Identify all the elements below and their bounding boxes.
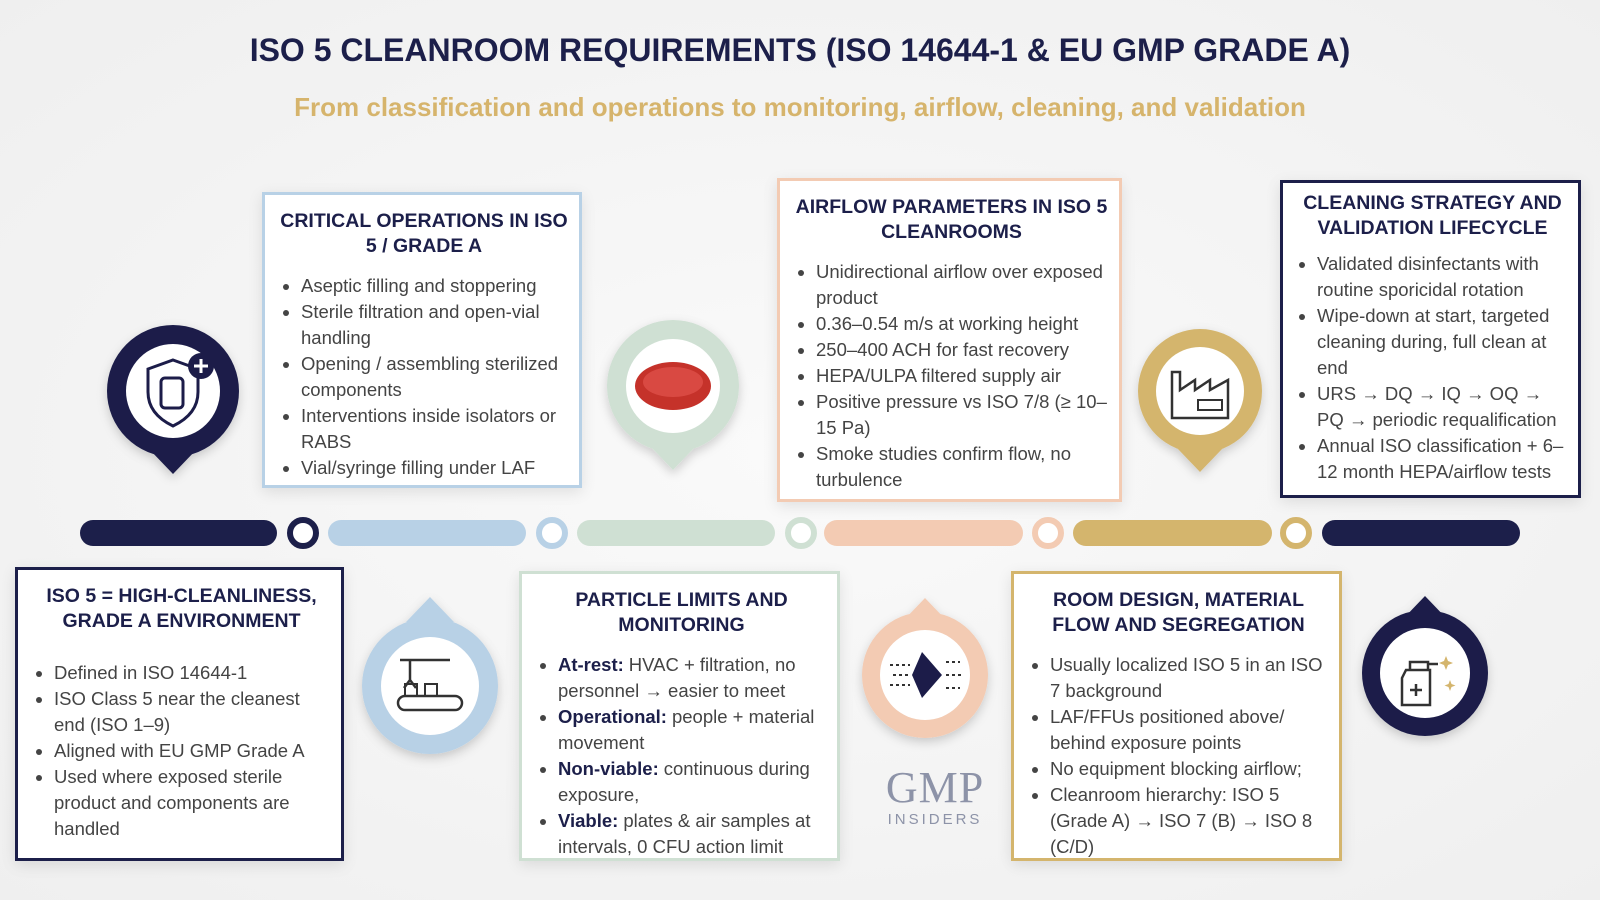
list-item: Sterile filtration and open-vial handlin…	[301, 299, 569, 351]
timeline-segment	[1073, 520, 1272, 546]
item-text: plates & air samples at intervals, 0 CFU…	[558, 810, 811, 857]
timeline-node	[287, 517, 319, 549]
card-title: PARTICLE LIMITS AND MONITORING	[575, 589, 788, 636]
card-title: CLEANING STRATEGY AND VALIDATION LIFECYC…	[1303, 192, 1562, 239]
pin-icon-spray	[1362, 596, 1488, 736]
card-list: Aseptic filling and stopperingSterile fi…	[279, 273, 569, 481]
list-item: Non-viable:continuous during exposure,	[558, 756, 827, 808]
logo-tagline: INSIDERS	[887, 811, 983, 828]
list-item: No equipment blocking airflow;	[1050, 756, 1329, 782]
list-item: Aseptic filling and stoppering	[301, 273, 569, 299]
pin-icon-factory	[1138, 329, 1262, 472]
list-item: Annual ISO classification + 6–12 month H…	[1317, 433, 1570, 485]
list-item: ISO Class 5 near the cleanest end (ISO 1…	[54, 686, 331, 738]
card-list: Usually localized ISO 5 in an ISO 7 back…	[1028, 652, 1329, 860]
info-card: ISO 5 = HIGH-CLEANLINESS, GRADE A ENVIRO…	[15, 567, 344, 861]
list-item: Interventions inside isolators or RABS	[301, 403, 569, 455]
timeline-node	[1032, 517, 1064, 549]
item-text: HVAC + filtration, no personnel → easier…	[558, 654, 796, 701]
item-lead: Viable:	[558, 810, 619, 831]
timeline-segment	[328, 520, 526, 546]
list-item: Smoke studies confirm flow, no turbulenc…	[816, 441, 1109, 493]
timeline-segment	[577, 520, 775, 546]
card-list: Validated disinfectants with routine spo…	[1295, 251, 1570, 485]
list-item: At-rest:HVAC + filtration, no personnel …	[558, 652, 827, 704]
list-item: Viable:plates & air samples at intervals…	[558, 808, 827, 860]
card-list: At-rest:HVAC + filtration, no personnel …	[536, 652, 827, 860]
pin-icon-shield	[107, 325, 239, 474]
info-card: CLEANING STRATEGY AND VALIDATION LIFECYC…	[1280, 180, 1581, 498]
list-item: Validated disinfectants with routine spo…	[1317, 251, 1570, 303]
info-card: PARTICLE LIMITS AND MONITORING At-rest:HV…	[519, 571, 840, 861]
timeline-segment	[824, 520, 1023, 546]
card-list: Defined in ISO 14644-1ISO Class 5 near t…	[32, 660, 331, 842]
item-lead: At-rest:	[558, 654, 624, 675]
timeline-node	[536, 517, 568, 549]
list-item: Unidirectional airflow over exposed prod…	[816, 259, 1109, 311]
pin-icon-robot	[362, 597, 498, 754]
card-title: AIRFLOW PARAMETERS IN ISO 5 CLEANROOMS	[795, 196, 1108, 243]
list-item: Wipe-down at start, targeted cleaning du…	[1317, 303, 1570, 381]
item-lead: Non-viable:	[558, 758, 659, 779]
pin-icon-filter	[862, 598, 988, 738]
page-title: ISO 5 CLEANROOM REQUIREMENTS (ISO 14644-…	[249, 32, 1351, 68]
list-item: Used where exposed sterile product and c…	[54, 764, 331, 842]
logo-name: GMP	[885, 763, 985, 812]
item-text: continuous during exposure,	[558, 758, 810, 805]
list-item: Usually localized ISO 5 in an ISO 7 back…	[1050, 652, 1329, 704]
card-title: ISO 5 = HIGH-CLEANLINESS, GRADE A ENVIRO…	[46, 585, 317, 632]
card-title: ROOM DESIGN, MATERIAL FLOW AND SEGREGATI…	[1052, 589, 1305, 636]
item-lead: Operational:	[558, 706, 667, 727]
list-item: 250–400 ACH for fast recovery	[816, 337, 1109, 363]
logo: GMP INSIDERS	[860, 763, 1010, 829]
list-item: URS → DQ → IQ → OQ → PQ → periodic requa…	[1317, 381, 1570, 433]
list-item: 0.36–0.54 m/s at working height	[816, 311, 1109, 337]
timeline-segment	[80, 520, 277, 546]
timeline-node	[1280, 517, 1312, 549]
timeline	[80, 517, 1520, 549]
info-card: CRITICAL OPERATIONS IN ISO 5 / GRADE A As…	[262, 192, 582, 488]
page-subtitle: From classification and operations to mo…	[294, 92, 1306, 122]
timeline-segment	[1322, 520, 1520, 546]
timeline-node	[785, 517, 817, 549]
info-card: ROOM DESIGN, MATERIAL FLOW AND SEGREGATI…	[1011, 571, 1342, 861]
pin-icon-petri	[607, 320, 739, 470]
list-item: Vial/syringe filling under LAF	[301, 455, 569, 481]
info-card: AIRFLOW PARAMETERS IN ISO 5 CLEANROOMS Un…	[777, 178, 1122, 502]
card-list: Unidirectional airflow over exposed prod…	[794, 259, 1109, 493]
list-item: Positive pressure vs ISO 7/8 (≥ 10–15 Pa…	[816, 389, 1109, 441]
list-item: Operational:people + material movement	[558, 704, 827, 756]
card-title: CRITICAL OPERATIONS IN ISO 5 / GRADE A	[280, 210, 568, 257]
list-item: HEPA/ULPA filtered supply air	[816, 363, 1109, 389]
item-text: people + material movement	[558, 706, 815, 753]
list-item: Opening / assembling sterilized componen…	[301, 351, 569, 403]
list-item: LAF/FFUs positioned above/ behind exposu…	[1050, 704, 1329, 756]
list-item: Cleanroom hierarchy: ISO 5 (Grade A) → I…	[1050, 782, 1329, 860]
list-item: Aligned with EU GMP Grade A	[54, 738, 331, 764]
list-item: Defined in ISO 14644-1	[54, 660, 331, 686]
